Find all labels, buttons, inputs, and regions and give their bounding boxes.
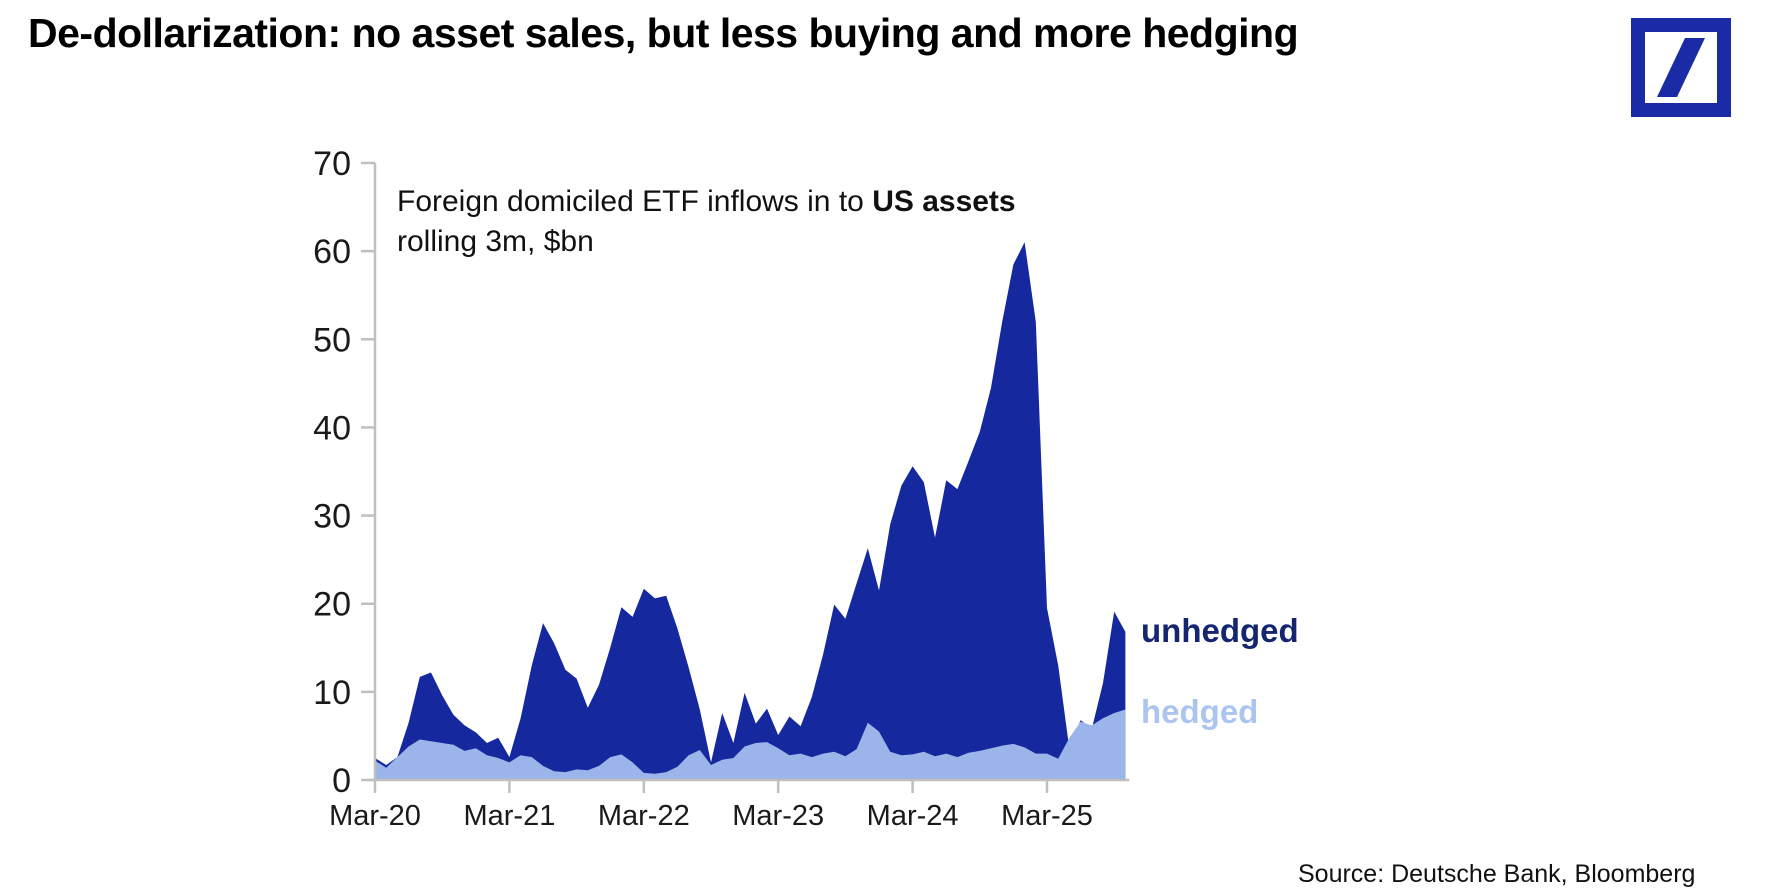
area-unhedged: [375, 242, 1126, 781]
y-tick-label: 0: [332, 762, 351, 800]
x-tick-label: Mar-20: [329, 800, 421, 832]
x-tick-label: Mar-24: [867, 800, 959, 832]
y-tick-label: 40: [313, 409, 351, 447]
x-tick-label: Mar-22: [598, 800, 690, 832]
x-tick-label: Mar-23: [732, 800, 824, 832]
series-label-unhedged: unhedged: [1141, 612, 1299, 649]
area-hedged: [375, 709, 1126, 780]
deutsche-bank-logo: [1631, 18, 1731, 117]
y-tick-label: 50: [313, 321, 351, 359]
y-tick-label: 10: [313, 674, 351, 712]
y-tick-label: 30: [313, 498, 351, 536]
subtitle-line1-bold: US assets: [872, 185, 1016, 218]
series-label-hedged: hedged: [1141, 693, 1259, 730]
source-note: Source: Deutsche Bank, Bloomberg: [1298, 860, 1696, 888]
y-tick-label: 70: [313, 145, 351, 183]
page-title: De-dollarization: no asset sales, but le…: [28, 10, 1299, 56]
chart-subtitle: Foreign domiciled ETF inflows in to US a…: [397, 182, 1016, 262]
x-tick-label: Mar-21: [463, 800, 555, 832]
subtitle-line2: rolling 3m, $bn: [397, 225, 594, 258]
y-tick-label: 20: [313, 586, 351, 624]
x-tick-label: Mar-25: [1001, 800, 1093, 832]
logo-slash-icon: [1657, 38, 1705, 97]
y-tick-label: 60: [313, 233, 351, 271]
subtitle-line1-regular: Foreign domiciled ETF inflows in to: [397, 185, 873, 218]
